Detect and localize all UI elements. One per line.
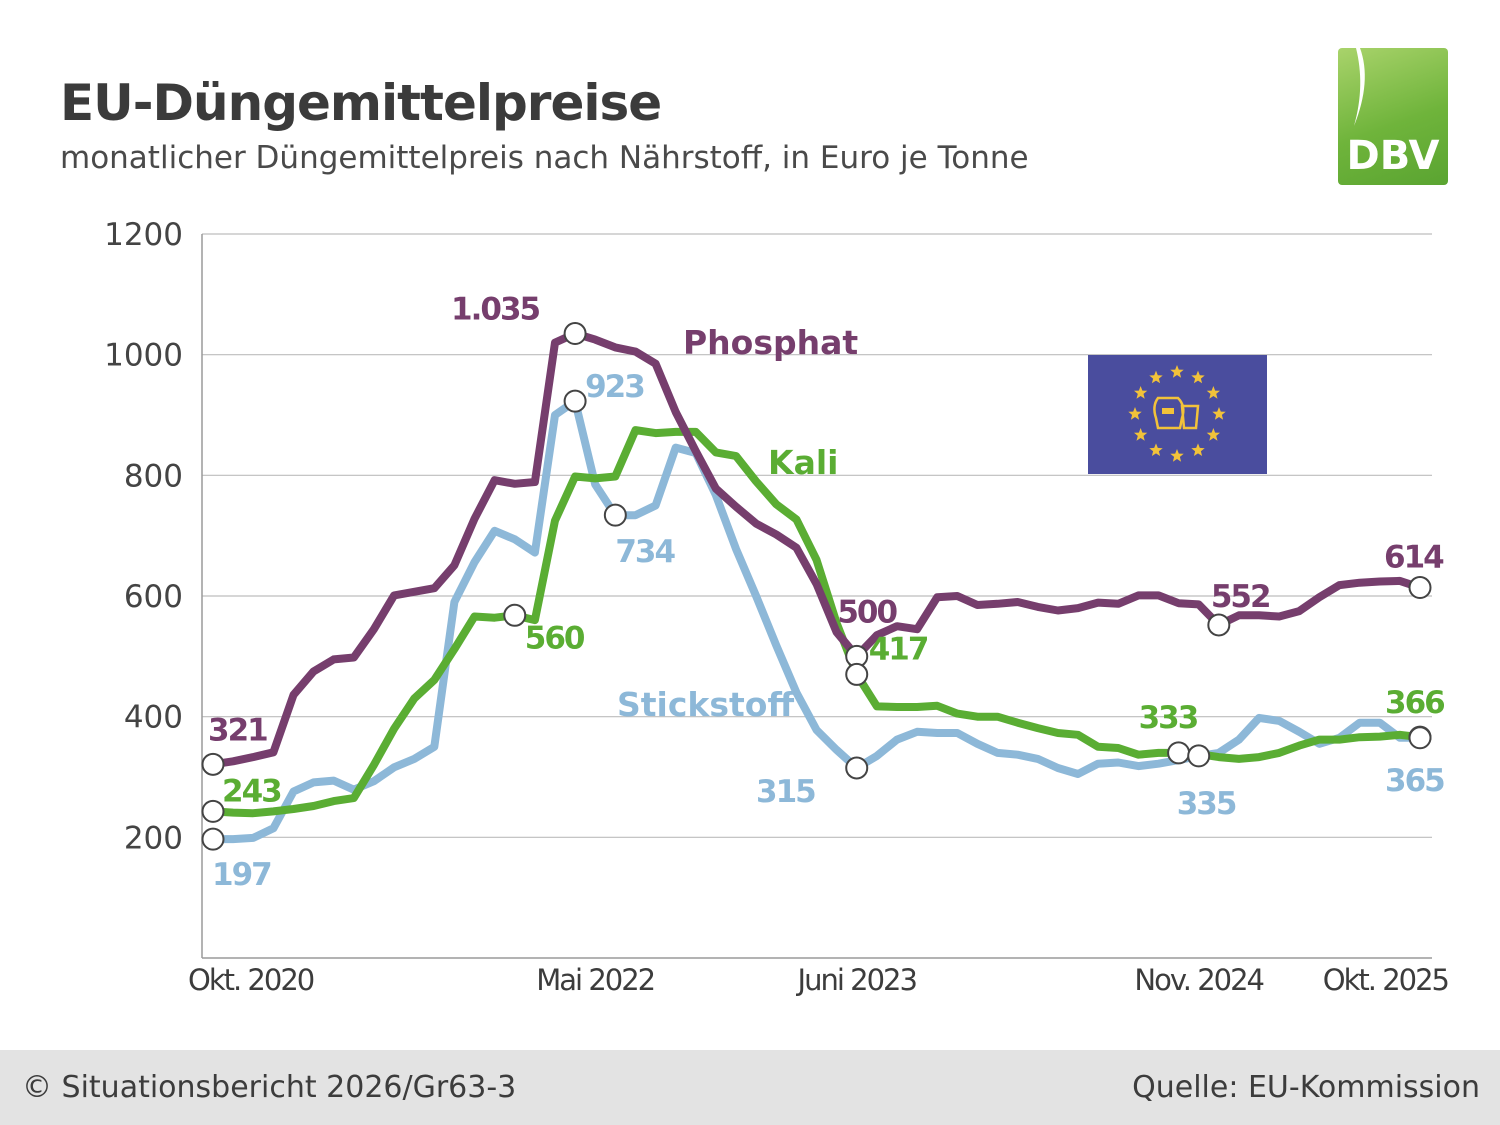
star-icon bbox=[1134, 386, 1148, 399]
x-tick-label: Mai 2022 bbox=[536, 963, 654, 997]
data-label-phosphat: 1.035 bbox=[451, 292, 539, 328]
star-icon bbox=[1191, 370, 1205, 384]
series-line-kali bbox=[209, 426, 1424, 818]
star-icon bbox=[1170, 449, 1184, 462]
data-marker-stickstoff bbox=[563, 389, 587, 413]
data-marker-stickstoff bbox=[1187, 744, 1211, 768]
sack-label-icon bbox=[1162, 408, 1174, 414]
fertilizer-sack-icon bbox=[1153, 396, 1185, 430]
y-tick-label: 200 bbox=[124, 820, 183, 856]
data-marker-phosphat bbox=[1408, 576, 1432, 600]
data-label-kali: 243 bbox=[222, 773, 281, 809]
series-line-stickstoff bbox=[209, 397, 1424, 844]
series-label-stickstoff: Stickstoff bbox=[617, 685, 795, 724]
data-label-kali: 417 bbox=[869, 631, 928, 667]
data-marker-stickstoff bbox=[845, 756, 869, 780]
y-tick-label: 1200 bbox=[104, 217, 183, 253]
star-icon bbox=[1191, 443, 1205, 456]
footer-source: Quelle: EU-Kommission bbox=[1132, 1070, 1480, 1105]
star-icon bbox=[1149, 443, 1163, 456]
eu-flag-icon bbox=[1088, 355, 1267, 474]
data-label-stickstoff: 923 bbox=[585, 369, 644, 405]
axes: Okt. 2020 Mai 2022 Juni 2023 Nov. 2024 Okt. … bbox=[188, 234, 1450, 997]
data-markers bbox=[201, 322, 1432, 851]
data-marker-phosphat bbox=[563, 322, 587, 346]
gridlines: 200 400 600 800 1000 1200 bbox=[104, 217, 1432, 856]
line-chart: 200 400 600 800 1000 1200 Okt. 2020 Mai 2022 Ju… bbox=[104, 217, 1450, 997]
bucket-icon bbox=[1180, 404, 1200, 430]
data-marker-kali bbox=[845, 662, 869, 686]
data-marker-stickstoff bbox=[603, 503, 627, 527]
x-tick-label: Okt. 2020 bbox=[188, 963, 314, 997]
data-label-stickstoff: 197 bbox=[212, 857, 271, 893]
data-marker-phosphat bbox=[1207, 613, 1231, 637]
data-label-kali: 366 bbox=[1385, 685, 1444, 721]
x-tick-label: Nov. 2024 bbox=[1134, 963, 1263, 997]
data-marker-stickstoff bbox=[201, 827, 225, 851]
y-tick-label: 1000 bbox=[104, 338, 183, 374]
data-label-phosphat: 500 bbox=[837, 594, 897, 630]
dbv-logo: DBV bbox=[1338, 48, 1448, 185]
data-label-stickstoff: 734 bbox=[615, 534, 675, 570]
y-tick-label: 800 bbox=[124, 458, 183, 494]
star-icon bbox=[1206, 386, 1220, 399]
footer-copyright: © Situationsbericht 2026/Gr63-3 bbox=[22, 1070, 517, 1105]
data-label-stickstoff: 335 bbox=[1177, 786, 1236, 822]
data-label-phosphat: 321 bbox=[208, 712, 267, 748]
data-marker-stickstoff bbox=[1408, 726, 1432, 750]
star-icon bbox=[1149, 370, 1163, 384]
data-label-kali: 560 bbox=[525, 620, 585, 656]
y-tick-label: 600 bbox=[124, 579, 183, 615]
data-label-stickstoff: 365 bbox=[1385, 763, 1444, 799]
data-marker-phosphat bbox=[201, 752, 225, 776]
footer-bar: © Situationsbericht 2026/Gr63-3 Quelle: … bbox=[0, 1050, 1500, 1125]
series-label-phosphat: Phosphat bbox=[683, 323, 858, 362]
data-labels: 321 1.035 500 552 614 243 560 417 333 366 197 923 73… bbox=[208, 292, 1446, 894]
logo-text: DBV bbox=[1346, 133, 1440, 179]
y-tick-label: 400 bbox=[124, 700, 183, 736]
star-icon bbox=[1170, 365, 1184, 378]
leaf-icon bbox=[1354, 48, 1365, 126]
data-label-phosphat: 614 bbox=[1384, 540, 1444, 576]
chart-title: EU-Düngemittelpreise bbox=[60, 74, 662, 132]
data-marker-kali bbox=[1167, 741, 1191, 765]
data-marker-kali bbox=[201, 799, 225, 823]
star-icon bbox=[1128, 407, 1142, 420]
series-label-kali: Kali bbox=[768, 443, 838, 482]
x-tick-label: Okt. 2025 bbox=[1323, 963, 1448, 997]
chart-subtitle: monatlicher Düngemittelpreis nach Nährst… bbox=[60, 140, 1029, 176]
data-label-phosphat: 552 bbox=[1211, 579, 1270, 615]
star-icon bbox=[1134, 428, 1148, 441]
star-icon bbox=[1206, 428, 1220, 441]
data-marker-kali bbox=[503, 603, 527, 627]
star-icon bbox=[1212, 407, 1226, 420]
data-label-kali: 333 bbox=[1139, 700, 1198, 736]
x-tick-label: Juni 2023 bbox=[796, 963, 917, 997]
data-label-stickstoff: 315 bbox=[756, 774, 815, 810]
